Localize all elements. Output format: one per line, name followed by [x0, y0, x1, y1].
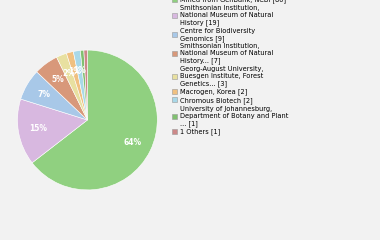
Text: 64%: 64%: [124, 138, 142, 147]
Text: 15%: 15%: [29, 124, 47, 133]
Wedge shape: [17, 99, 87, 163]
Wedge shape: [57, 53, 87, 120]
Wedge shape: [66, 52, 87, 120]
Wedge shape: [37, 57, 87, 120]
Legend: Mined from GenBank, NCBI [80], Smithsonian Institution,
National Museum of Natur: Mined from GenBank, NCBI [80], Smithsoni…: [171, 0, 290, 137]
Wedge shape: [73, 50, 87, 120]
Wedge shape: [84, 50, 87, 120]
Text: 2%: 2%: [62, 69, 75, 78]
Wedge shape: [32, 50, 157, 190]
Text: 1%: 1%: [68, 67, 81, 76]
Text: 1%: 1%: [73, 66, 86, 75]
Text: 7%: 7%: [38, 90, 51, 99]
Text: 5%: 5%: [51, 75, 64, 84]
Wedge shape: [80, 50, 87, 120]
Wedge shape: [21, 72, 87, 120]
